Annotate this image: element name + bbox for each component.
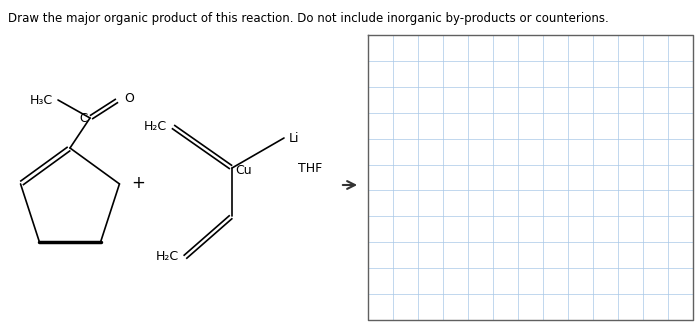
Text: +: + (131, 174, 145, 192)
Text: H₂C: H₂C (144, 121, 167, 133)
Text: C: C (79, 112, 88, 126)
Text: Cu: Cu (235, 164, 252, 177)
Text: H₂C: H₂C (156, 250, 179, 264)
Text: Draw the major organic product of this reaction. Do not include inorganic by-pro: Draw the major organic product of this r… (8, 12, 608, 25)
Text: Li: Li (289, 132, 300, 146)
Text: O: O (124, 92, 134, 105)
Text: THF: THF (298, 162, 322, 175)
Text: H₃C: H₃C (30, 94, 53, 107)
